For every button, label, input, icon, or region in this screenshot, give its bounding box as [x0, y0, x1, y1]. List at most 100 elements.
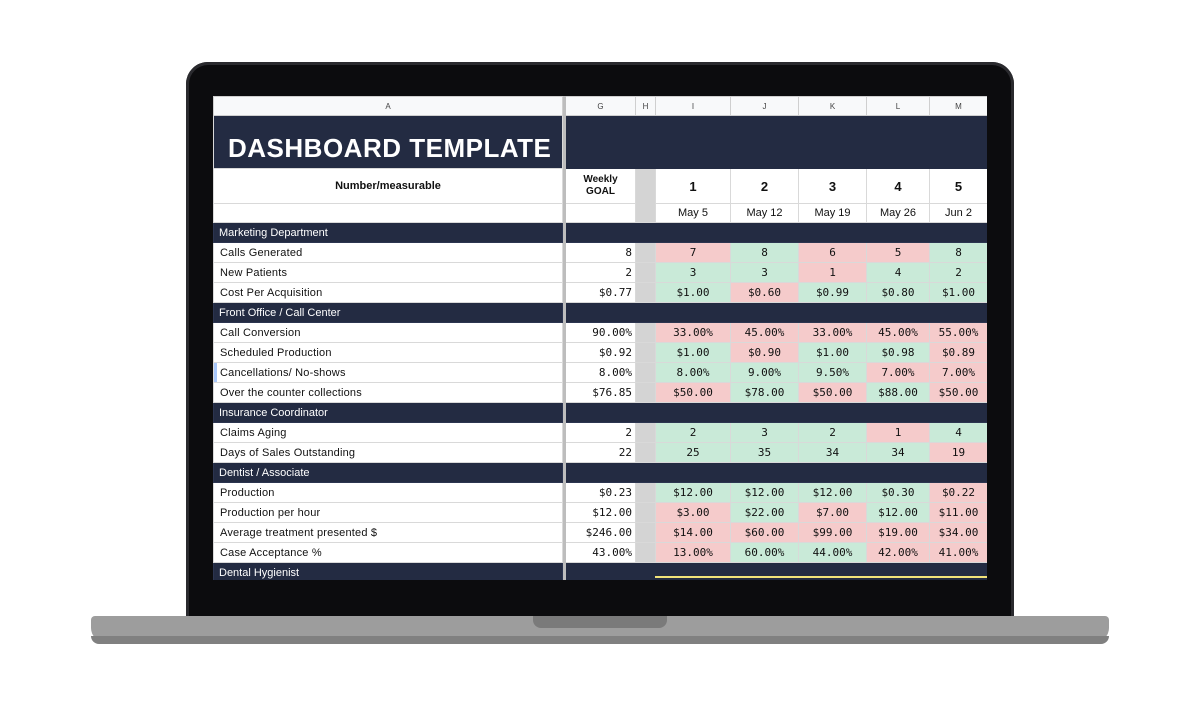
spacer-column[interactable] — [635, 482, 656, 503]
weekly-value[interactable]: 60.00% — [730, 542, 799, 563]
column-header[interactable]: L — [866, 96, 930, 116]
weekly-value[interactable]: $34.00 — [929, 522, 987, 543]
weekly-goal-value[interactable]: 90.00% — [565, 322, 636, 343]
metric-label[interactable]: Production — [213, 482, 563, 503]
weekly-value[interactable]: $0.22 — [929, 482, 987, 503]
spacer-column[interactable] — [635, 262, 656, 283]
weekly-value[interactable]: 4 — [929, 422, 987, 443]
weekly-value[interactable]: 8 — [929, 242, 987, 263]
metric-label[interactable]: Case Acceptance % — [213, 542, 563, 563]
spacer-column[interactable] — [635, 362, 656, 383]
weekly-goal-value[interactable]: 43.00% — [565, 542, 636, 563]
weekly-value[interactable]: 19 — [929, 442, 987, 463]
weekly-value[interactable]: 7 — [655, 242, 731, 263]
spacer-column[interactable] — [635, 168, 656, 223]
weekly-value[interactable]: 33.00% — [798, 322, 867, 343]
weekly-value[interactable]: 45.00% — [730, 322, 799, 343]
section-fill-cell[interactable] — [565, 302, 987, 323]
week-number[interactable]: 1 — [655, 168, 731, 204]
column-header[interactable]: K — [798, 96, 867, 116]
weekly-goal-value[interactable]: $76.85 — [565, 382, 636, 403]
week-number[interactable]: 5 — [929, 168, 987, 204]
week-date[interactable]: May 19 — [798, 203, 867, 223]
column-header[interactable]: H — [635, 96, 656, 116]
week-number[interactable]: 2 — [730, 168, 799, 204]
weekly-value[interactable]: $14.00 — [655, 522, 731, 543]
weekly-value[interactable]: 7.00% — [866, 362, 930, 383]
weekly-value[interactable]: $50.00 — [798, 382, 867, 403]
metric-label[interactable]: New Patients — [213, 262, 563, 283]
weekly-value[interactable]: 9.00% — [730, 362, 799, 383]
weekly-value[interactable]: 45.00% — [866, 322, 930, 343]
weekly-value[interactable]: 1 — [798, 262, 867, 283]
spacer-column[interactable] — [635, 442, 656, 463]
weekly-value[interactable]: $12.00 — [655, 482, 731, 503]
weekly-goal-value[interactable]: 2 — [565, 262, 636, 283]
metric-label[interactable]: Calls Generated — [213, 242, 563, 263]
spacer-column[interactable] — [635, 422, 656, 443]
weekly-value[interactable]: 33.00% — [655, 322, 731, 343]
week-number[interactable]: 3 — [798, 168, 867, 204]
weekly-value[interactable]: $50.00 — [655, 382, 731, 403]
section-fill-cell[interactable] — [565, 222, 987, 243]
weekly-value[interactable]: 35 — [730, 442, 799, 463]
week-number[interactable]: 4 — [866, 168, 930, 204]
weekly-value[interactable]: 1 — [866, 422, 930, 443]
weekly-value[interactable]: $50.00 — [929, 382, 987, 403]
empty-cell[interactable] — [213, 203, 563, 223]
column-header[interactable]: J — [730, 96, 799, 116]
weekly-goal-value[interactable]: 8 — [565, 242, 636, 263]
weekly-value[interactable]: 25 — [655, 442, 731, 463]
weekly-value[interactable]: $3.00 — [655, 502, 731, 523]
weekly-value[interactable]: $0.99 — [798, 282, 867, 303]
column-header[interactable]: A — [213, 96, 563, 116]
section-label[interactable]: Dentist / Associate — [213, 462, 563, 483]
weekly-value[interactable]: $19.00 — [866, 522, 930, 543]
weekly-value[interactable]: 44.00% — [798, 542, 867, 563]
weekly-value[interactable]: 6 — [798, 242, 867, 263]
weekly-value[interactable]: $60.00 — [730, 522, 799, 543]
weekly-goal-value[interactable]: 2 — [565, 422, 636, 443]
spacer-column[interactable] — [635, 322, 656, 343]
section-label[interactable]: Marketing Department — [213, 222, 563, 243]
weekly-goal-header[interactable]: Weekly GOAL — [565, 168, 636, 204]
weekly-value[interactable]: 41.00% — [929, 542, 987, 563]
spacer-column[interactable] — [635, 542, 656, 563]
spacer-column[interactable] — [635, 522, 656, 543]
weekly-value[interactable]: $78.00 — [730, 382, 799, 403]
metric-label[interactable]: Average treatment presented $ — [213, 522, 563, 543]
section-label[interactable]: Dental Hygienist — [213, 562, 563, 580]
metric-label[interactable]: Production per hour — [213, 502, 563, 523]
dashboard-title[interactable]: DASHBOARD TEMPLATE — [213, 115, 563, 169]
weekly-value[interactable]: 3 — [730, 422, 799, 443]
weekly-value[interactable]: 2 — [798, 422, 867, 443]
weekly-value[interactable]: 55.00% — [929, 322, 987, 343]
weekly-value[interactable]: $0.89 — [929, 342, 987, 363]
section-fill-cell[interactable] — [565, 562, 987, 580]
weekly-value[interactable]: $22.00 — [730, 502, 799, 523]
metric-label[interactable]: Scheduled Production — [213, 342, 563, 363]
weekly-value[interactable]: 7.00% — [929, 362, 987, 383]
weekly-value[interactable]: 2 — [655, 422, 731, 443]
column-header[interactable]: I — [655, 96, 731, 116]
weekly-goal-value[interactable]: $12.00 — [565, 502, 636, 523]
title-fill-cell[interactable] — [565, 115, 987, 169]
metric-label[interactable]: Days of Sales Outstanding — [213, 442, 563, 463]
weekly-value[interactable]: 34 — [866, 442, 930, 463]
measurable-header[interactable]: Number/measurable — [213, 168, 563, 204]
metric-label[interactable]: Claims Aging — [213, 422, 563, 443]
weekly-value[interactable]: $1.00 — [929, 282, 987, 303]
weekly-value[interactable]: $11.00 — [929, 502, 987, 523]
weekly-value[interactable]: $7.00 — [798, 502, 867, 523]
spacer-column[interactable] — [635, 242, 656, 263]
weekly-value[interactable]: $99.00 — [798, 522, 867, 543]
spacer-column[interactable] — [635, 382, 656, 403]
week-date[interactable]: May 12 — [730, 203, 799, 223]
weekly-value[interactable]: $0.60 — [730, 282, 799, 303]
metric-label[interactable]: Cancellations/ No-shows — [213, 362, 563, 383]
weekly-value[interactable]: $1.00 — [798, 342, 867, 363]
weekly-value[interactable]: 42.00% — [866, 542, 930, 563]
weekly-value[interactable]: $88.00 — [866, 382, 930, 403]
week-date[interactable]: May 5 — [655, 203, 731, 223]
weekly-value[interactable]: 8 — [730, 242, 799, 263]
